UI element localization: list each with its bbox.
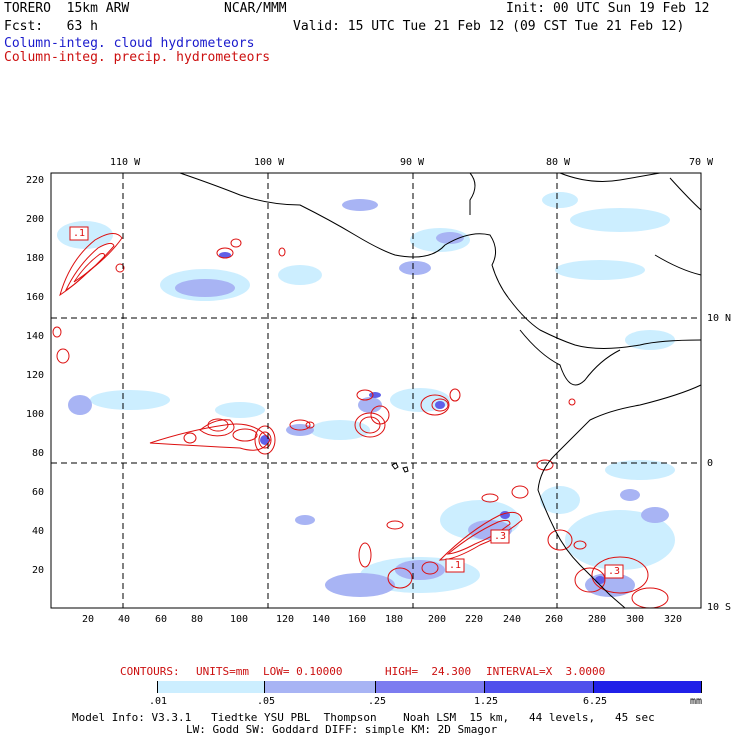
x-label: 100 [230, 614, 249, 625]
model-name: TORERO 15km ARW [4, 1, 130, 16]
model-info-line2: LW: Godd SW: Goddard DIFF: simple KM: 2D… [186, 723, 498, 736]
colorbar-bin-4 [485, 681, 594, 693]
x-label: 240 [503, 614, 522, 625]
contour-high: HIGH= 24.300 [385, 665, 472, 678]
lat-label-10n: 10 N [707, 313, 732, 324]
y-label: 180 [26, 253, 45, 264]
valid-time: Valid: 15 UTC Tue 21 Feb 12 (09 CST Tue … [293, 19, 685, 34]
x-label: 60 [155, 614, 168, 625]
contour-interval: INTERVAL=X 3.0000 [486, 665, 606, 678]
x-label: 140 [312, 614, 331, 625]
contour-label-boxes [69, 226, 624, 579]
y-label: 40 [32, 526, 45, 537]
y-label: 100 [26, 409, 45, 420]
org-name: NCAR/MMM [224, 1, 287, 16]
contour-label: .3 [494, 531, 507, 542]
contour-low: LOW= 0.10000 [263, 665, 343, 678]
y-label: 120 [26, 370, 45, 381]
lat-lon-grid [51, 173, 701, 608]
contour-prefix: CONTOURS: [120, 665, 180, 678]
y-label: 60 [32, 487, 45, 498]
x-label: 320 [664, 614, 683, 625]
y-label: 220 [26, 175, 45, 186]
x-label: 80 [191, 614, 204, 625]
colorbar-unit: mm [690, 696, 703, 707]
y-label: 160 [26, 292, 45, 303]
colorbar-bin-2 [265, 681, 376, 693]
colorbar-label: 1.25 [474, 696, 499, 707]
precip-contours [52, 233, 669, 608]
field-title-precip: Column-integ. precip. hydrometeors [4, 50, 271, 65]
x-label: 20 [82, 614, 95, 625]
y-label: 200 [26, 214, 45, 225]
x-label: 260 [545, 614, 564, 625]
x-label: 280 [588, 614, 607, 625]
x-label: 160 [348, 614, 367, 625]
field-title-cloud: Column-integ. cloud hydrometeors [4, 36, 255, 51]
contour-label: .3 [608, 566, 621, 577]
model-info-line1: Model Info: V3.3.1 Tiedtke YSU PBL Thomp… [72, 711, 655, 724]
x-label: 220 [465, 614, 484, 625]
lat-label-10s: 10 S [707, 602, 732, 613]
lat-label-0: 0 [707, 458, 714, 469]
y-label: 20 [32, 565, 45, 576]
x-label: 300 [626, 614, 645, 625]
forecast-hour: Fcst: 63 h [4, 19, 98, 34]
x-label: 180 [385, 614, 404, 625]
colorbar-bin-1 [158, 681, 265, 693]
colorbar-label: .05 [257, 696, 276, 707]
init-time: Init: 00 UTC Sun 19 Feb 12 [506, 1, 710, 16]
colorbar-label: 6.25 [583, 696, 608, 707]
colorbar-bin-5 [594, 681, 702, 693]
x-label: 120 [276, 614, 295, 625]
cloud-field [57, 192, 675, 597]
lon-label-100w: 100 W [254, 157, 285, 168]
y-label: 80 [32, 448, 45, 459]
colorbar-label: .25 [368, 696, 387, 707]
lon-label-90w: 90 W [400, 157, 425, 168]
contour-units: UNITS=mm [196, 665, 249, 678]
lon-label-110w: 110 W [110, 157, 141, 168]
lon-label-70w: 70 W [689, 157, 714, 168]
lon-label-80w: 80 W [546, 157, 571, 168]
y-label: 140 [26, 331, 45, 342]
x-label: 40 [118, 614, 131, 625]
colorbar-bin-3 [376, 681, 485, 693]
plot-frame [50, 172, 702, 609]
contour-label: .1 [449, 560, 462, 571]
contour-label: .1 [73, 228, 86, 239]
colorbar-bin-0 [51, 681, 158, 693]
coastlines [179, 172, 702, 609]
x-label: 200 [428, 614, 447, 625]
colorbar-label: .01 [149, 696, 168, 707]
